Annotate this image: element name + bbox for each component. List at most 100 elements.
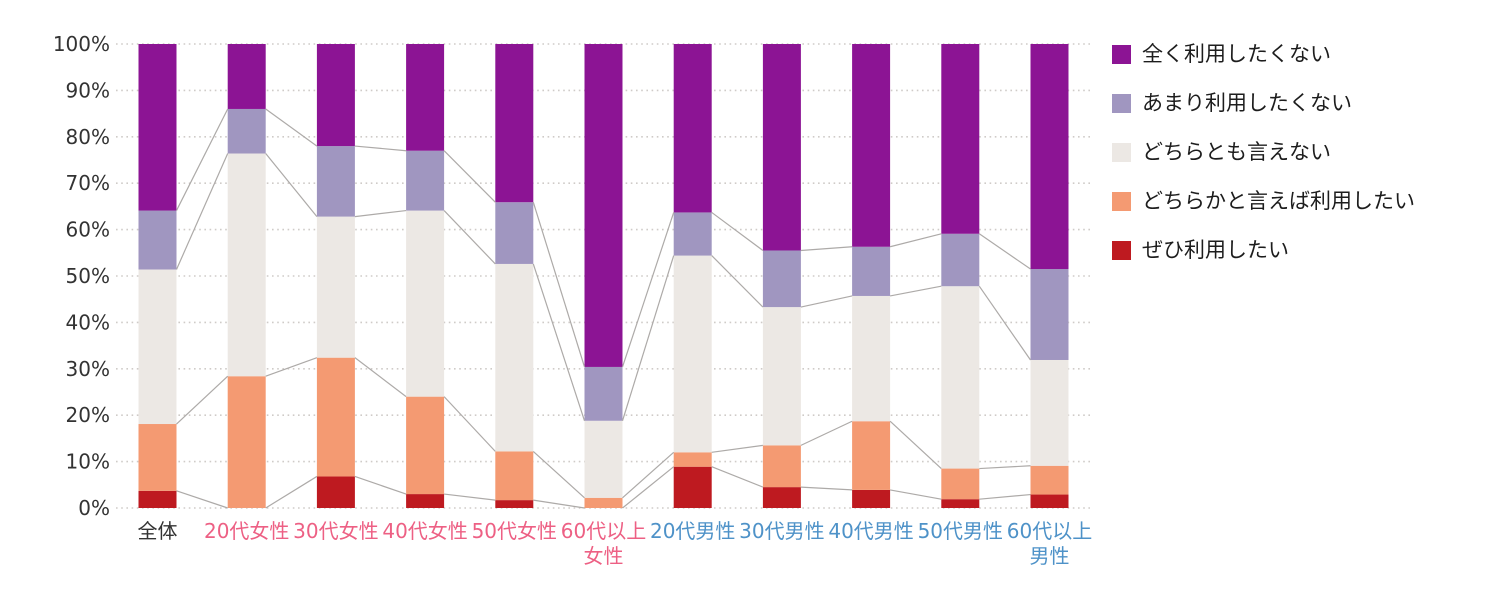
bar-segment [495, 451, 534, 501]
bar-segment [584, 44, 623, 367]
series-connector-line [978, 233, 1031, 270]
series-connector-line [711, 444, 763, 453]
series-connector-line [978, 285, 1031, 361]
series-connector-line [800, 486, 853, 491]
x-axis-label: 40代女性 [382, 519, 467, 543]
bar-segment [852, 421, 891, 490]
x-axis-label: 全体 [138, 519, 178, 543]
series-connector-line [532, 202, 586, 368]
bar-segment [852, 44, 891, 247]
series-connector-line [443, 396, 496, 452]
bar-segment [852, 246, 891, 296]
bar-segment [316, 44, 355, 147]
bar-segment [584, 497, 623, 508]
bar-segment [138, 424, 177, 491]
bar-segment [584, 420, 623, 498]
bar-segment [584, 366, 623, 421]
bar-segment [673, 212, 712, 256]
x-axis-label: 50代男性 [918, 519, 1003, 543]
series-connector-line [532, 263, 586, 421]
y-tick-label: 50% [66, 264, 110, 288]
series-connector-line [444, 493, 496, 501]
y-tick-label: 0% [78, 496, 110, 520]
y-tick-label: 10% [66, 450, 110, 474]
bar-segment [941, 499, 980, 508]
bar-segment [673, 44, 712, 213]
bar-segment [316, 357, 355, 477]
series-connector-line [265, 475, 318, 509]
y-tick-label: 60% [66, 218, 110, 242]
bar-segment [138, 44, 177, 211]
series-connector-line [889, 420, 942, 470]
series-connector-line [354, 357, 407, 398]
bar-segment [316, 476, 355, 508]
series-connector-line [889, 285, 942, 297]
x-axis-label: 60代以上 [561, 519, 646, 543]
bar-segment [406, 396, 445, 495]
series-connector-line [711, 211, 764, 251]
y-tick-label: 80% [66, 125, 110, 149]
bar-segment [495, 500, 534, 508]
bar-segment [406, 44, 445, 151]
bar-segment [495, 263, 534, 452]
legend-swatch-definitely-willing-icon [1112, 240, 1131, 260]
bar-segment [941, 286, 980, 469]
bar-segment [227, 108, 266, 154]
legend-item-somewhat-unwilling: あまり利用したくない [1112, 93, 1415, 114]
series-connector-line [621, 255, 675, 421]
series-connector-line [711, 255, 764, 308]
series-connector-line [532, 450, 585, 499]
series-connector-line [979, 493, 1031, 500]
bar-segment [227, 153, 266, 377]
series-connector-line [175, 153, 229, 270]
legend-item-somewhat-willing: どちらかと言えば利用したい [1112, 191, 1415, 212]
bar-segment [316, 146, 355, 217]
series-connector-line [889, 489, 942, 500]
series-connector-line [354, 475, 407, 495]
y-tick-label: 20% [66, 403, 110, 427]
x-axis-label: 男性 [1030, 544, 1070, 568]
series-connector-line [800, 246, 853, 252]
x-axis-label: 20代男性 [650, 519, 735, 543]
bar-segment [1030, 465, 1069, 495]
bar-segment [1030, 494, 1069, 508]
series-connector-line [622, 466, 675, 509]
legend-item-definitely-willing: ぜひ利用したい [1112, 240, 1415, 261]
bar-segment [941, 468, 980, 500]
legend-swatch-totally-unwilling-icon [1112, 44, 1131, 64]
bar-segment [227, 376, 266, 508]
bar-segment [316, 216, 355, 358]
series-connector-line [621, 212, 675, 368]
x-axis-label: 30代男性 [739, 519, 824, 543]
legend-label: 全く利用したくない [1142, 42, 1331, 66]
x-axis-label: 20代女性 [204, 519, 289, 543]
series-connector-line [800, 295, 853, 308]
bar-segment [852, 489, 891, 508]
bar-segment [138, 210, 177, 270]
series-connector-line [443, 210, 496, 265]
bar-segment [762, 44, 801, 251]
x-axis-label: 60代以上 [1007, 519, 1092, 543]
bar-segment [762, 445, 801, 488]
legend-item-totally-unwilling: 全く利用したくない [1112, 42, 1415, 66]
y-tick-label: 70% [66, 171, 110, 195]
y-tick-label: 90% [66, 78, 110, 102]
bar-segment [495, 44, 534, 203]
bar-segment [941, 233, 980, 287]
bar-segment [227, 44, 266, 109]
series-connector-line [175, 108, 229, 211]
series-connector-line [443, 150, 496, 203]
bar-segment [406, 210, 445, 397]
series-connector-line [979, 465, 1031, 470]
bar-segment [1030, 269, 1069, 360]
series-connector-line [622, 451, 675, 499]
x-axis-label: 30代女性 [293, 519, 378, 543]
x-axis-label: 女性 [584, 544, 624, 568]
bar-segment [138, 269, 177, 425]
y-tick-label: 40% [66, 310, 110, 334]
bar-segment [762, 250, 801, 308]
bar-segment [762, 307, 801, 446]
y-tick-label: 100% [53, 32, 110, 56]
bar-segment [673, 452, 712, 467]
